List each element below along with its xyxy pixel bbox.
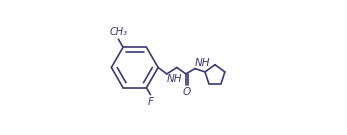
- Text: NH: NH: [167, 74, 183, 84]
- Text: F: F: [147, 97, 153, 107]
- Text: CH₃: CH₃: [109, 27, 127, 37]
- Text: O: O: [183, 87, 191, 97]
- Text: NH: NH: [195, 58, 211, 68]
